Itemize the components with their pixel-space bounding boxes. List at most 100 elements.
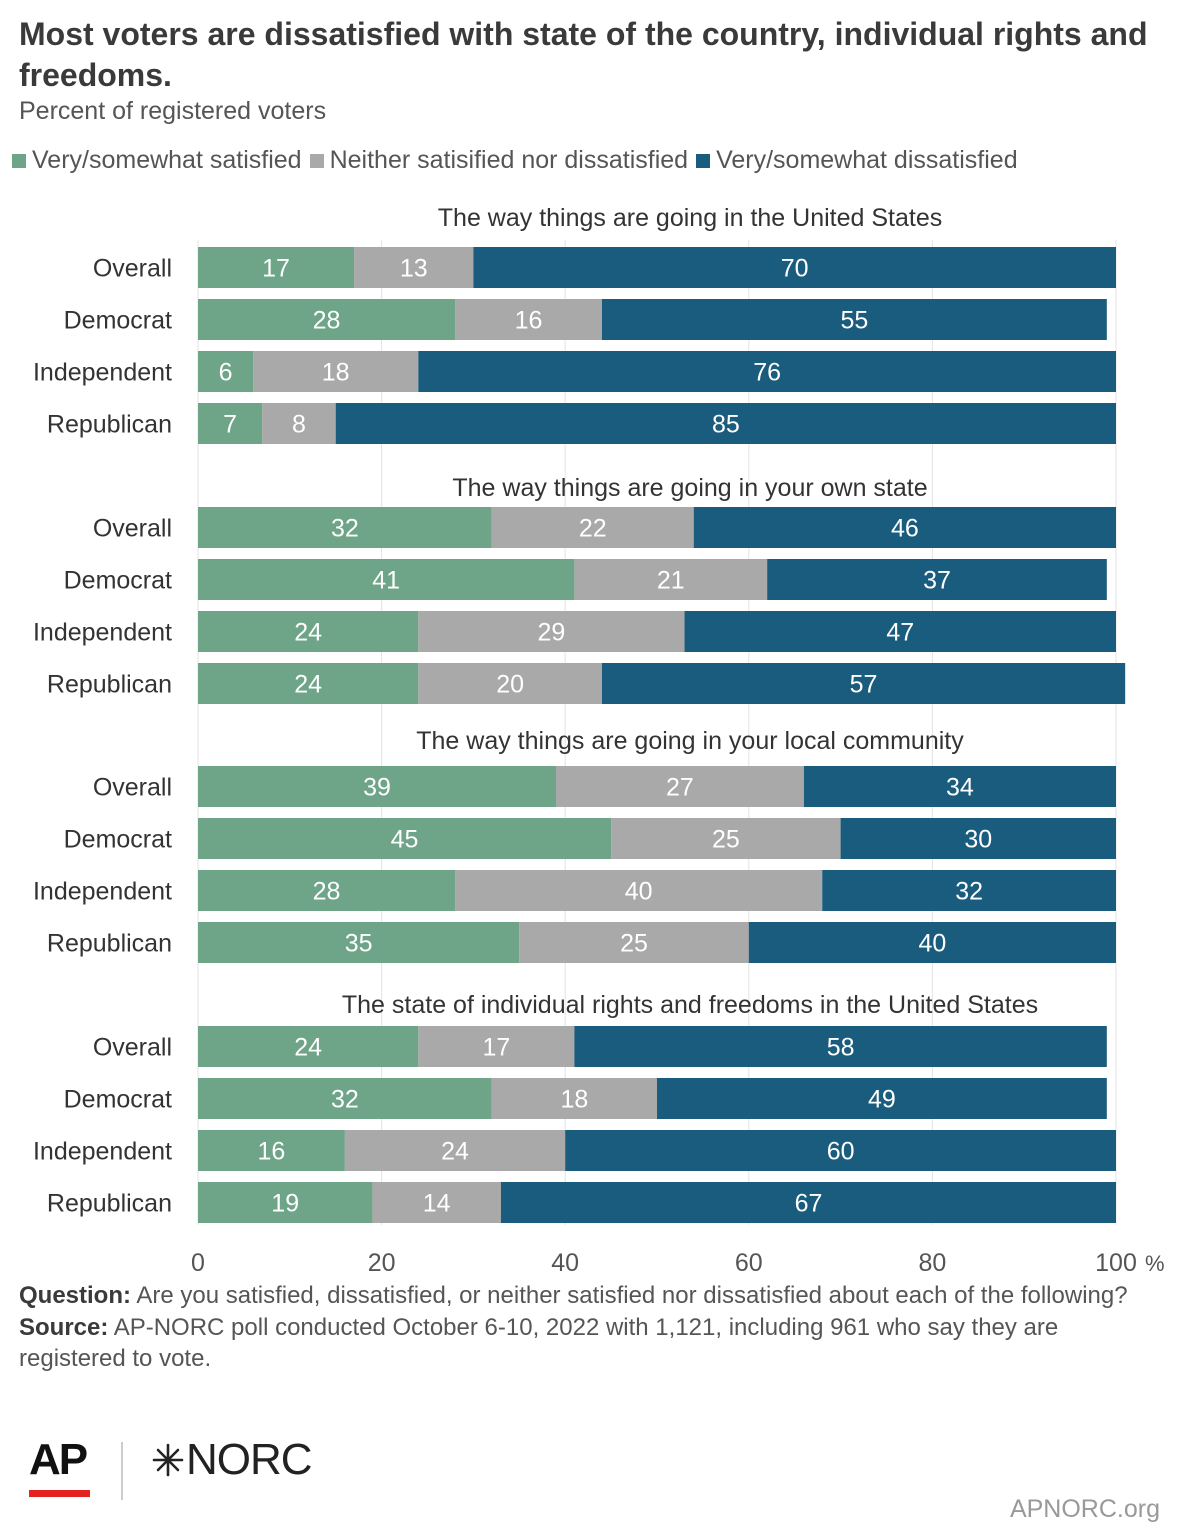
source-note: Source: AP-NORC poll conducted October 6… [19,1312,1159,1374]
data-label-3-democrat-dissatisfied: 30 [964,826,992,854]
bar-1-independent-dissatisfied [418,351,1116,392]
row-label-1-overall: Overall [93,255,172,283]
legend-label-satisfied: Very/somewhat satisfied [32,146,302,174]
data-label-2-independent-dissatisfied: 47 [886,619,914,647]
bar-4-democrat-satisfied [198,1078,492,1119]
bar-3-democrat-satisfied [198,818,612,859]
bar-3-republican-neither [519,922,749,963]
bar-3-republican-dissatisfied [748,922,1116,963]
bar-4-democrat-neither [491,1078,657,1119]
ap-logo: AP [29,1438,90,1497]
row-label-4-independent: Independent [33,1138,172,1166]
bar-4-overall-satisfied [198,1026,419,1067]
data-label-4-independent-satisfied: 16 [258,1138,286,1166]
source-text: AP-NORC poll conducted October 6-10, 202… [19,1314,1059,1372]
norc-logo-text: NORC [186,1435,313,1484]
x-tick-label-40: 40 [551,1249,579,1277]
bar-3-independent-satisfied [198,870,456,911]
row-label-1-republican: Republican [47,411,172,439]
bar-2-independent-dissatisfied [684,611,1116,652]
bar-1-overall-neither [354,247,474,288]
bar-3-independent-neither [455,870,823,911]
question-label: Question: [19,1282,131,1309]
data-label-3-democrat-neither: 25 [712,826,740,854]
bar-4-republican-satisfied [198,1182,373,1223]
bar-1-overall-satisfied [198,247,355,288]
bar-1-republican-satisfied [198,403,263,444]
question-note: Question: Are you satisfied, dissatisfie… [19,1280,1159,1311]
data-label-4-independent-neither: 24 [441,1138,469,1166]
data-label-3-republican-satisfied: 35 [345,930,373,958]
data-label-3-republican-neither: 25 [620,930,648,958]
bar-1-independent-neither [253,351,419,392]
data-label-1-independent-satisfied: 6 [219,359,233,387]
group-title-3: The way things are going in your local c… [416,727,964,755]
row-label-2-independent: Independent [33,619,172,647]
data-label-4-independent-dissatisfied: 60 [827,1138,855,1166]
data-label-3-overall-satisfied: 39 [363,774,391,802]
bar-3-overall-satisfied [198,766,557,807]
data-label-4-republican-dissatisfied: 67 [795,1190,823,1218]
data-label-1-overall-neither: 13 [400,255,428,283]
data-label-3-republican-dissatisfied: 40 [918,930,946,958]
row-label-3-overall: Overall [93,774,172,802]
data-label-4-democrat-dissatisfied: 49 [868,1086,896,1114]
data-label-1-overall-dissatisfied: 70 [781,255,809,283]
x-axis-unit: % [1145,1251,1165,1276]
legend: Very/somewhat satisfied Neither satisifi… [12,146,1026,175]
data-label-4-overall-dissatisfied: 58 [827,1034,855,1062]
bar-4-overall-neither [418,1026,575,1067]
x-tick-label-20: 20 [368,1249,396,1277]
bar-1-overall-dissatisfied [473,247,1116,288]
data-label-3-independent-neither: 40 [625,878,653,906]
data-label-4-democrat-neither: 18 [560,1086,588,1114]
bar-1-republican-dissatisfied [335,403,1116,444]
bar-2-republican-dissatisfied [601,663,1126,704]
data-label-2-independent-neither: 29 [538,619,566,647]
bar-4-republican-neither [372,1182,501,1223]
data-label-2-overall-satisfied: 32 [331,515,359,543]
bar-1-independent-satisfied [198,351,254,392]
chart-subtitle: Percent of registered voters [19,97,327,125]
bar-2-democrat-satisfied [198,559,575,600]
data-label-1-democrat-satisfied: 28 [313,307,341,335]
bar-2-democrat-neither [574,559,768,600]
data-label-3-overall-dissatisfied: 34 [946,774,974,802]
norc-logo: NORC [150,1435,313,1484]
row-label-3-democrat: Democrat [64,826,172,854]
data-label-2-democrat-dissatisfied: 37 [923,567,951,595]
data-label-2-democrat-satisfied: 41 [372,567,400,595]
question-text: Are you satisfied, dissatisfied, or neit… [136,1282,1128,1309]
bar-3-democrat-neither [611,818,841,859]
data-label-1-democrat-neither: 16 [515,307,543,335]
row-label-2-overall: Overall [93,515,172,543]
bar-4-democrat-dissatisfied [657,1078,1107,1119]
row-label-2-republican: Republican [47,671,172,699]
bar-2-democrat-dissatisfied [767,559,1107,600]
legend-item-dissatisfied: Very/somewhat dissatisfied [696,146,1018,175]
row-label-1-democrat: Democrat [64,307,172,335]
row-label-1-independent: Independent [33,359,172,387]
data-label-4-overall-neither: 17 [482,1034,510,1062]
bar-4-independent-dissatisfied [565,1130,1116,1171]
chart-notes: Question: Are you satisfied, dissatisfie… [19,1280,1159,1375]
bar-4-independent-neither [344,1130,566,1171]
legend-item-neither: Neither satisified nor dissatisfied [309,146,688,175]
bar-1-democrat-neither [455,299,602,340]
row-label-2-democrat: Democrat [64,567,172,595]
data-label-1-independent-neither: 18 [322,359,350,387]
data-label-1-republican-dissatisfied: 85 [712,411,740,439]
bar-1-democrat-satisfied [198,299,456,340]
data-label-2-overall-neither: 22 [579,515,607,543]
legend-label-dissatisfied: Very/somewhat dissatisfied [716,146,1018,174]
bar-1-republican-neither [262,403,336,444]
data-label-4-overall-satisfied: 24 [294,1034,322,1062]
bar-4-overall-dissatisfied [574,1026,1107,1067]
data-label-3-overall-neither: 27 [666,774,694,802]
data-label-2-overall-dissatisfied: 46 [891,515,919,543]
row-label-4-republican: Republican [47,1190,172,1218]
data-label-1-republican-satisfied: 7 [223,411,237,439]
source-label: Source: [19,1314,109,1341]
legend-item-satisfied: Very/somewhat satisfied [12,146,302,175]
bar-1-democrat-dissatisfied [601,299,1107,340]
